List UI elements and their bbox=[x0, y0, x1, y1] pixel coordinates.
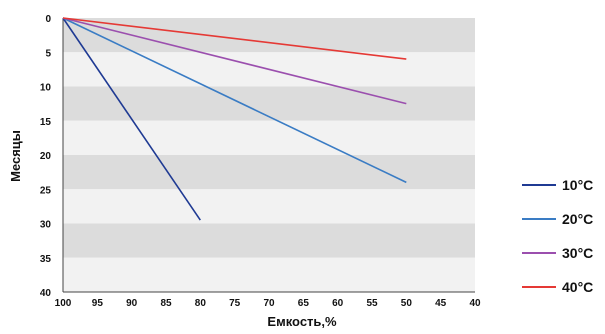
x-tick-label: 95 bbox=[92, 298, 104, 309]
y-tick-label: 25 bbox=[40, 185, 52, 196]
y-tick-label: 5 bbox=[45, 48, 51, 59]
y-tick-label: 15 bbox=[40, 117, 52, 128]
x-tick-label: 50 bbox=[401, 298, 413, 309]
x-axis-title: Емкость,% bbox=[267, 314, 337, 329]
x-tick-label: 100 bbox=[55, 298, 72, 309]
x-tick-label: 90 bbox=[126, 298, 138, 309]
y-tick-labels: 0 5 10 15 20 25 30 35 40 bbox=[40, 14, 52, 299]
x-tick-labels: 100 95 90 85 80 75 70 65 60 55 50 45 40 bbox=[55, 298, 481, 309]
x-tick-label: 45 bbox=[435, 298, 447, 309]
grid-band bbox=[63, 223, 475, 258]
legend-label: 30°C bbox=[562, 245, 593, 261]
x-tick-label: 85 bbox=[160, 298, 172, 309]
y-tick-label: 40 bbox=[40, 288, 52, 299]
series-lines bbox=[62, 17, 407, 221]
grid-bands bbox=[63, 18, 475, 292]
grid-band bbox=[63, 155, 475, 190]
legend-label: 10°C bbox=[562, 177, 593, 193]
legend-label: 20°C bbox=[562, 211, 593, 227]
x-tick-label: 60 bbox=[332, 298, 344, 309]
y-tick-label: 10 bbox=[40, 83, 52, 94]
legend-label: 40°C bbox=[562, 279, 593, 295]
x-tick-label: 40 bbox=[469, 298, 481, 309]
axes bbox=[62, 18, 475, 293]
y-axis-title: Месяцы bbox=[8, 130, 23, 182]
y-tick-label: 20 bbox=[40, 151, 52, 162]
series-line bbox=[62, 17, 407, 184]
series-line bbox=[62, 17, 407, 60]
y-tick-label: 30 bbox=[40, 220, 52, 231]
x-tick-label: 80 bbox=[195, 298, 207, 309]
x-tick-label: 55 bbox=[366, 298, 378, 309]
x-tick-label: 65 bbox=[298, 298, 310, 309]
grid-band bbox=[63, 257, 475, 292]
grid-band bbox=[63, 120, 475, 155]
grid-band bbox=[63, 189, 475, 224]
series-line bbox=[62, 17, 407, 105]
x-tick-label: 70 bbox=[263, 298, 275, 309]
y-tick-label: 35 bbox=[40, 254, 52, 265]
x-tick-label: 75 bbox=[229, 298, 241, 309]
legend: 10°C 20°C 30°C 40°C bbox=[522, 177, 593, 295]
y-tick-label: 0 bbox=[45, 14, 51, 25]
series-line bbox=[62, 17, 201, 221]
grid-band bbox=[63, 86, 475, 121]
